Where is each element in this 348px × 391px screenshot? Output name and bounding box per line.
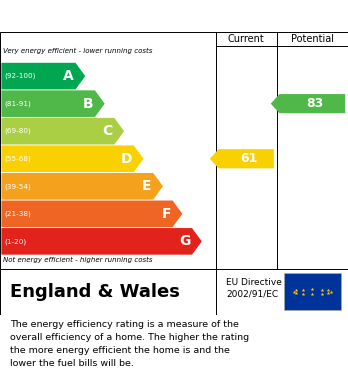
Text: A: A bbox=[63, 69, 74, 83]
Bar bbox=[284, 273, 341, 310]
Text: F: F bbox=[161, 207, 171, 221]
Text: (55-68): (55-68) bbox=[4, 156, 31, 162]
Text: 61: 61 bbox=[240, 152, 258, 165]
Text: England & Wales: England & Wales bbox=[10, 283, 180, 301]
Text: B: B bbox=[82, 97, 93, 111]
Text: Not energy efficient - higher running costs: Not energy efficient - higher running co… bbox=[3, 256, 153, 263]
Polygon shape bbox=[210, 149, 274, 168]
Text: (69-80): (69-80) bbox=[4, 128, 31, 135]
Text: D: D bbox=[120, 152, 132, 166]
Text: E: E bbox=[142, 179, 151, 193]
Text: EU Directive
2002/91/EC: EU Directive 2002/91/EC bbox=[226, 278, 282, 298]
Text: Current: Current bbox=[228, 34, 264, 44]
Text: Very energy efficient - lower running costs: Very energy efficient - lower running co… bbox=[3, 48, 153, 54]
Polygon shape bbox=[1, 118, 124, 145]
Text: C: C bbox=[102, 124, 113, 138]
Text: (1-20): (1-20) bbox=[4, 238, 26, 245]
Text: Potential: Potential bbox=[291, 34, 334, 44]
Text: (92-100): (92-100) bbox=[4, 73, 35, 79]
Polygon shape bbox=[1, 201, 182, 227]
Polygon shape bbox=[1, 63, 85, 90]
Text: (39-54): (39-54) bbox=[4, 183, 31, 190]
Text: G: G bbox=[179, 234, 190, 248]
Text: The energy efficiency rating is a measure of the
overall efficiency of a home. T: The energy efficiency rating is a measur… bbox=[10, 320, 250, 368]
Polygon shape bbox=[1, 228, 202, 255]
Text: (21-38): (21-38) bbox=[4, 211, 31, 217]
Polygon shape bbox=[1, 173, 163, 199]
Polygon shape bbox=[271, 94, 345, 113]
Text: Energy Efficiency Rating: Energy Efficiency Rating bbox=[10, 9, 220, 23]
Text: 83: 83 bbox=[306, 97, 324, 110]
Polygon shape bbox=[1, 145, 143, 172]
Polygon shape bbox=[1, 90, 105, 117]
Text: (81-91): (81-91) bbox=[4, 100, 31, 107]
